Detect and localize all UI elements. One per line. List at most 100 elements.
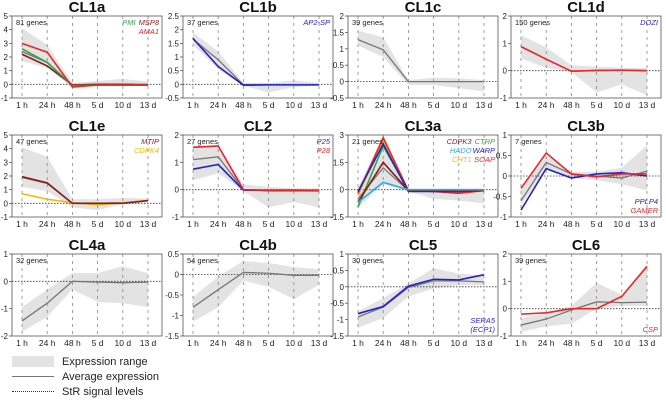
y-tick-label: 2 — [340, 12, 345, 21]
gene-label: GAMER — [630, 206, 658, 215]
gene-label: MSP8 — [139, 18, 160, 27]
panel-title: CL4b — [239, 237, 277, 254]
x-tick-label: 1 h — [515, 219, 527, 229]
y-tick-label: -0.5 — [330, 94, 344, 103]
x-tick-label: 5 d — [92, 338, 104, 348]
x-tick-label: 1 h — [16, 100, 28, 110]
y-tick-label: 1 — [340, 45, 345, 54]
x-tick-label: 13 d — [140, 100, 157, 110]
gene-label: P25 — [317, 137, 331, 146]
gene-label: WARP — [473, 146, 495, 155]
panel-title: CL1d — [567, 0, 605, 16]
y-tick-label: -1 — [1, 94, 9, 103]
y-tick-label: 2 — [503, 250, 508, 259]
gene-count: 54 genes — [187, 256, 218, 265]
x-tick-label: 48 h — [563, 219, 580, 229]
y-tick-label: 0 — [4, 277, 9, 286]
gene-label: AP2-SP — [302, 18, 330, 27]
gene-line-blue — [357, 273, 485, 315]
panel-title: CL2 — [244, 118, 272, 135]
x-tick-label: 24 h — [538, 219, 555, 229]
x-tick-label: 10 d — [115, 219, 132, 229]
x-tick-label: 24 h — [538, 100, 555, 110]
panel-cl3b: CL3b -1 -0.5 0 0.5 1 1 h 24 h 48 h 5 d 10 d 13 d 7 g… — [493, 118, 662, 229]
expression-range-area — [521, 35, 647, 96]
panel-cl1e: CL1e -1 0 1 2 3 4 5 1 h 24 h 48 h 5 d 10 d 13 d 47 gen… — [1, 118, 163, 229]
y-tick-label: -1 — [500, 332, 508, 341]
gene-label: DOZI — [640, 18, 658, 27]
x-tick-label: 13 d — [140, 219, 157, 229]
legend-label: Expression range — [62, 355, 148, 368]
y-tick-label: 0 — [503, 305, 508, 314]
x-tick-label: 5 d — [591, 219, 603, 229]
plot-frame — [11, 253, 163, 337]
x-tick-label: 1 h — [515, 100, 527, 110]
gene-line-darkred — [21, 175, 149, 205]
y-tick-label: 2 — [175, 26, 180, 35]
x-tick-label: 1 h — [16, 338, 28, 348]
y-tick-label: -0.5 — [493, 193, 507, 202]
x-tick-label: 13 d — [311, 338, 328, 348]
gene-line-blue — [192, 37, 319, 86]
expression-range-area — [358, 268, 484, 328]
x-tick-label: 1 h — [187, 338, 199, 348]
y-tick-label: 0 — [175, 186, 180, 195]
y-tick-label: 3 — [4, 39, 9, 48]
x-tick-label: 5 d — [92, 219, 104, 229]
x-tick-label: 10 d — [451, 338, 468, 348]
y-tick-label: 0 — [175, 80, 180, 89]
y-tick-label: 0.5 — [496, 152, 508, 161]
legend-label: Average expression — [62, 370, 160, 383]
y-tick-label: 0 — [340, 283, 345, 292]
x-tick-label: 5 d — [428, 219, 440, 229]
x-tick-label: 24 h — [375, 100, 392, 110]
legend: Expression range Average expression StR … — [12, 354, 159, 399]
x-tick-label: 1 h — [352, 100, 364, 110]
y-tick-label: 1 — [4, 250, 9, 259]
y-tick-label: 1 — [4, 186, 9, 195]
gene-count: 7 genes — [515, 137, 542, 146]
y-tick-label: 1 — [175, 53, 180, 62]
gene-line-red — [192, 145, 319, 192]
y-tick-label: 1 — [340, 250, 345, 259]
gene-line-red — [520, 151, 647, 189]
x-tick-label: 1 h — [187, 219, 199, 229]
x-tick-label: 5 d — [263, 338, 275, 348]
gene-count: 39 genes — [515, 256, 546, 265]
y-tick-label: 0 — [340, 186, 345, 195]
gene-count: 47 genes — [16, 137, 47, 146]
x-tick-label: 1 h — [352, 219, 364, 229]
panel-cl2: CL2 -1 0 1 2 1 h 24 h 48 h 5 d 10 d 13 d 27 genes P2… — [172, 118, 334, 229]
x-tick-label: 5 d — [92, 100, 104, 110]
panel-title: CL1a — [69, 0, 106, 16]
y-tick-label: -1 — [500, 213, 508, 222]
gene-label: CTRP — [475, 137, 495, 146]
y-tick-label: -1 — [1, 213, 9, 222]
gene-count: 30 genes — [352, 256, 383, 265]
x-tick-label: 13 d — [140, 338, 157, 348]
y-tick-label: -1 — [500, 94, 508, 103]
x-tick-label: 5 d — [591, 100, 603, 110]
x-tick-label: 1 h — [187, 100, 199, 110]
x-tick-label: 13 d — [311, 219, 328, 229]
x-tick-label: 5 d — [263, 100, 275, 110]
x-tick-label: 10 d — [286, 338, 303, 348]
x-tick-label: 5 d — [428, 100, 440, 110]
average-swatch — [12, 376, 54, 377]
y-tick-label: 2 — [4, 172, 9, 181]
x-tick-label: 13 d — [476, 338, 493, 348]
str-swatch — [12, 391, 54, 392]
expression-range-area — [358, 30, 484, 92]
x-tick-label: 24 h — [538, 338, 555, 348]
gene-label: CHT1 — [452, 155, 472, 164]
gene-line-darkred — [357, 161, 485, 203]
x-tick-label: 10 d — [115, 338, 132, 348]
average-expression-line — [520, 301, 648, 326]
x-tick-label: 13 d — [639, 338, 656, 348]
y-tick-label: 2 — [503, 12, 508, 21]
y-tick-label: 0.5 — [168, 250, 180, 259]
x-tick-label: 10 d — [115, 100, 132, 110]
y-tick-label: -1 — [172, 312, 180, 321]
x-tick-label: 1 h — [352, 338, 364, 348]
x-tick-label: 10 d — [286, 219, 303, 229]
